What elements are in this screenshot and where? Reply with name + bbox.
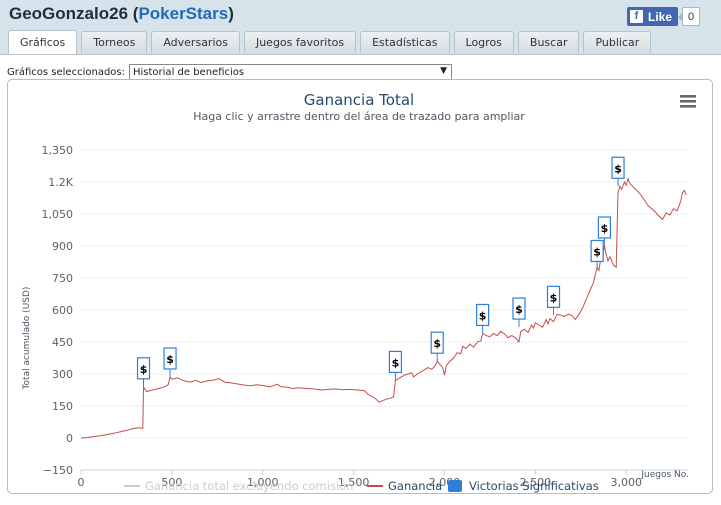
y-tick-label: 150 [52,400,73,413]
chart-title: Ganancia Total [304,91,414,109]
flag-label: $ [479,309,487,322]
x-tick-label: 3,000 [610,476,642,489]
flag-label: $ [433,337,441,350]
flag-box [546,285,561,308]
flag-box [597,216,612,239]
legend-item[interactable]: Ganancia total excluyendo comisión [124,479,353,493]
significant-win-flag[interactable]: $ [597,216,612,246]
facebook-like-label: Like [648,9,673,24]
series-line-ganancia [80,177,687,439]
y-tick-label: 900 [52,240,73,253]
y-tick-label: −150 [43,464,73,477]
legend-item[interactable]: Victorias Significativas [448,479,599,493]
y-tick-label: 1.2K [48,176,73,189]
flag-label: $ [601,222,609,235]
x-tick-label: 1,000 [247,476,279,489]
flag-box [611,156,625,179]
flag-label: $ [140,363,148,376]
tab-torneos[interactable]: Torneos [81,31,148,53]
flag-box [388,350,403,373]
x-tick-label: 2,500 [520,476,552,489]
chart-subtitle: Haga clic y arrastre dentro del área de … [193,110,525,123]
facebook-like-button[interactable]: f Like [627,7,679,26]
tab-estadisticas[interactable]: Estadísticas [360,31,450,53]
significant-win-flag[interactable]: $ [136,357,151,387]
site-link[interactable]: PokerStars [138,4,229,23]
username: GeoGonzalo26 [9,4,129,23]
chart-legend: Ganancia total excluyendo comisión Gananc… [124,479,599,493]
y-tick-label: 1,050 [42,208,74,221]
significant-win-flag[interactable]: $ [163,347,177,377]
y-tick-label: 0 [66,432,73,445]
chart-container: Ganancia Total Haga clic y arrastre dent… [7,79,713,494]
x-axis-label: Juegos No. [640,470,689,480]
y-tick-label: 600 [52,304,73,317]
flag-label: $ [550,291,558,304]
y-axis-ticks: 1,350 1.2K 1,050 900 750 600 450 300 150 0 −150 [42,144,74,477]
facebook-icon: f [630,10,643,23]
tab-adversarios[interactable]: Adversarios [151,31,240,53]
grid-lines [81,149,688,471]
flag-label: $ [166,353,174,366]
chart-selector-row: Gráficos seleccionados: Historial de ben… [7,64,452,80]
y-tick-label: 450 [52,336,73,349]
flag-label: $ [593,245,601,258]
legend-symbol [448,480,462,492]
chart-selector-label: Gráficos seleccionados: [7,66,125,78]
significant-win-flag[interactable]: $ [590,239,604,270]
chart-menu-icon[interactable] [680,95,696,108]
dropdown-arrow-icon: ▼ [440,66,447,76]
flag-label: $ [614,162,622,175]
flags-layer: $$ $$$ $$$$$ [136,156,625,387]
flag-box [163,347,177,370]
legend-label: Ganancia [388,479,442,493]
facebook-like-count: 0 [677,7,701,26]
flag-label: $ [515,303,523,316]
tab-graficos[interactable]: Gráficos [8,30,78,54]
legend-item[interactable]: Ganancia [367,479,442,493]
significant-win-flag[interactable]: $ [611,156,625,187]
flag-box [476,303,490,327]
legend-label: Ganancia total excluyendo comisión [145,479,353,493]
tab-buscar[interactable]: Buscar [517,31,580,53]
significant-win-flag[interactable]: $ [546,285,561,316]
significant-win-flag[interactable]: $ [512,297,526,328]
profit-chart[interactable]: Ganancia Total Haga clic y arrastre dent… [8,80,712,493]
tab-juegos-favoritos[interactable]: Juegos favoritos [243,31,357,53]
tab-logros[interactable]: Logros [453,31,514,53]
y-tick-label: 300 [52,368,73,381]
y-tick-label: 1,350 [42,144,74,157]
flag-box [430,331,444,354]
series-layer [80,177,687,439]
y-axis-label: Total acumulado (USD) [22,287,32,391]
page-title: GeoGonzalo26 (PokerStars) [9,4,234,23]
tab-publicar[interactable]: Publicar [583,31,652,53]
flag-box [512,297,526,320]
facebook-like-widget: f Like 0 [627,7,701,26]
flag-box [590,239,604,263]
tab-content: Gráficos seleccionados: Historial de ben… [0,54,721,505]
significant-win-flag[interactable]: $ [388,350,403,381]
flag-label: $ [392,356,400,369]
x-tick-label: 0 [78,476,85,489]
tab-bar: Gráficos Torneos Adversarios Juegos favo… [8,30,655,54]
significant-win-flag[interactable]: $ [430,331,444,362]
x-tick-label: 500 [161,476,182,489]
header-bar: GeoGonzalo26 (PokerStars) f Like 0 [0,0,721,30]
flag-box [136,357,151,380]
significant-win-flag[interactable]: $ [476,303,490,334]
x-tick-label: 1,500 [338,476,370,489]
chart-selector-dropdown[interactable]: Historial de beneficios ▼ [129,64,452,80]
chart-selector-value: Historial de beneficios [133,66,245,78]
legend-label: Victorias Significativas [469,479,599,493]
y-tick-label: 750 [52,272,73,285]
